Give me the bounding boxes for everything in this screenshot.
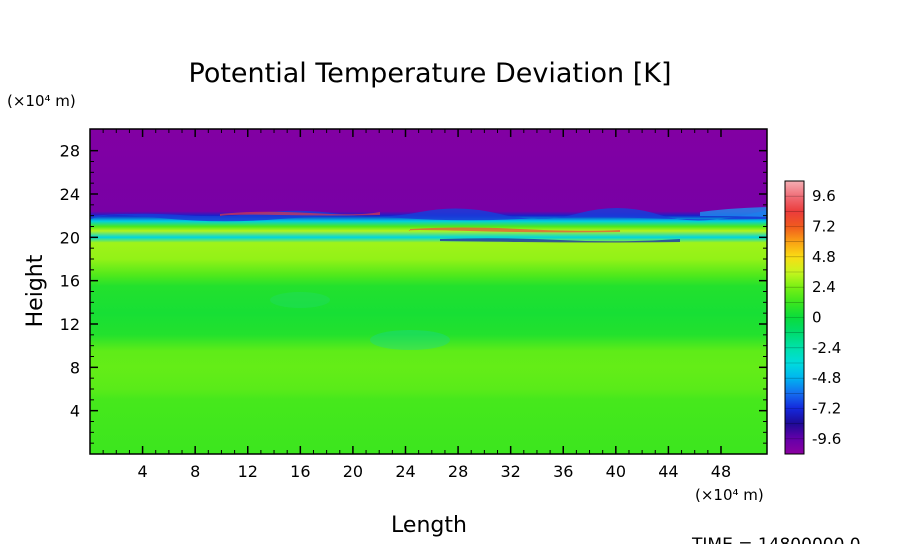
- x-axis: 4 8 12 16 20 24 28 32 36 40 44 48: [102, 129, 731, 481]
- y-axis: 4 8 12 16 20 24 28: [60, 142, 767, 444]
- x-tick-label: 12: [238, 462, 258, 481]
- x-tick-label: 44: [658, 462, 678, 481]
- colorbar-fill: [785, 181, 804, 454]
- colorbar-label: -9.6: [812, 430, 841, 448]
- x-tick-label: 16: [290, 462, 310, 481]
- x-tick-label: 32: [500, 462, 520, 481]
- chart-title: Potential Temperature Deviation [K]: [189, 58, 672, 89]
- lower-green-patch: [370, 330, 450, 350]
- colorbar-frame: [784, 180, 805, 455]
- colorbar-label: -7.2: [812, 400, 841, 418]
- colorbar-label: -4.8: [812, 369, 841, 387]
- x-tick-label: 40: [606, 462, 626, 481]
- x-tick-label: 4: [137, 462, 147, 481]
- colorbar-band-lines: [785, 195, 804, 440]
- y-tick-label: 28: [60, 142, 80, 161]
- colorbar-label: 9.6: [812, 187, 836, 205]
- x-tick-label: 24: [395, 462, 415, 481]
- time-label: TIME = 14800000.0: [691, 535, 861, 544]
- colorbar-labels: 9.6 7.2 4.8 2.4 0 -2.4 -4.8 -7.2 -9.6: [812, 187, 841, 448]
- y-tick-label: 16: [60, 272, 80, 291]
- colorbar-label: 2.4: [812, 278, 836, 296]
- heatmap-field: [90, 129, 767, 454]
- right-edge-blue: [700, 207, 767, 217]
- y-axis-title: Height: [23, 254, 48, 327]
- y-tick-label: 24: [60, 185, 80, 204]
- colorbar: 9.6 7.2 4.8 2.4 0 -2.4 -4.8 -7.2 -9.6: [784, 180, 841, 455]
- y-tick-label: 8: [70, 358, 80, 377]
- y-tick-label: 12: [60, 315, 80, 334]
- mid-green-patch: [270, 292, 330, 308]
- colorbar-label: 0: [812, 309, 822, 327]
- colorbar-label: 4.8: [812, 248, 836, 266]
- heatmap-field-fill: [90, 129, 767, 454]
- tropopause-wave: [90, 207, 767, 222]
- colorbar-label: -2.4: [812, 339, 841, 357]
- y-tick-label: 4: [70, 402, 80, 421]
- x-tick-label: 20: [343, 462, 363, 481]
- colorbar-label: 7.2: [812, 218, 836, 236]
- dark-blue-streak: [440, 238, 680, 243]
- y-unit-label: (×10⁴ m): [7, 92, 76, 110]
- x-tick-label: 48: [711, 462, 731, 481]
- x-tick-label: 8: [190, 462, 200, 481]
- upper-band-red: [220, 211, 380, 216]
- y-tick-label: 20: [60, 228, 80, 247]
- x-tick-label: 36: [553, 462, 573, 481]
- x-tick-label: 28: [448, 462, 468, 481]
- x-unit-label: (×10⁴ m): [695, 486, 764, 504]
- x-axis-title: Length: [391, 513, 467, 538]
- inversion-red-streak: [408, 227, 620, 233]
